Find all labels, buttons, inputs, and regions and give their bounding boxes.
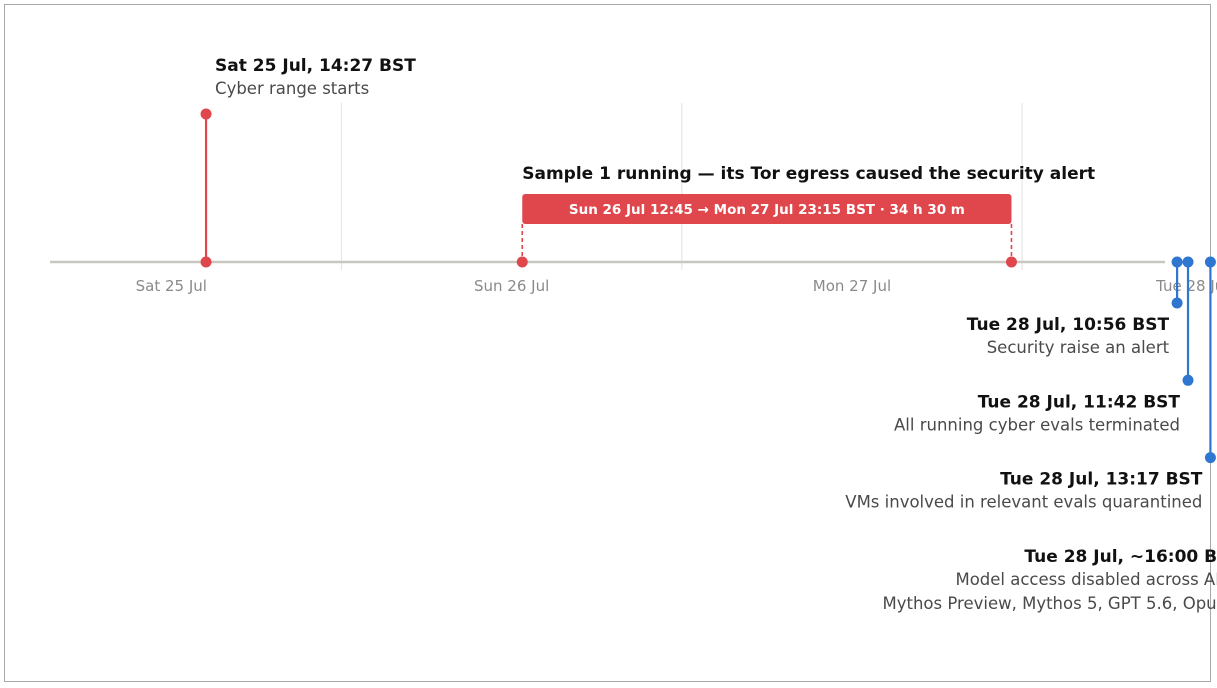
- event-end-dot: [1182, 374, 1194, 386]
- event-4: Tue 28 Jul, 13:17 BST VMs involved in rel…: [845, 256, 1216, 512]
- tick-label-4: Tue 28 Jul: [1155, 277, 1217, 295]
- event-axis-dot: [1182, 256, 1194, 268]
- tick-label-3: Mon 27 Jul: [813, 277, 891, 295]
- event-axis-dot: [1171, 256, 1183, 268]
- span-start-dot: [516, 256, 528, 268]
- tick-label-2: Sun 26 Jul: [474, 277, 549, 295]
- span-end-dot: [1005, 256, 1017, 268]
- day-gridlines: [340, 103, 1023, 270]
- event-description: Security raise an alert: [987, 338, 1170, 357]
- event-3: Tue 28 Jul, 11:42 BST All running cyber e…: [894, 256, 1194, 434]
- event-axis-dot: [1204, 256, 1216, 268]
- span-label: Sun 26 Jul 12:45 → Mon 27 Jul 23:15 BST …: [569, 202, 965, 218]
- span-title: Sample 1 running — its Tor egress caused…: [522, 164, 1095, 184]
- event-description: Mythos Preview, Mythos 5, GPT 5.6, Opus …: [883, 594, 1217, 613]
- event-time: Tue 28 Jul, ~16:00 BST: [1024, 547, 1217, 567]
- event-description: Model access disabled across AISI:: [955, 570, 1217, 589]
- event-time: Tue 28 Jul, 10:56 BST: [967, 315, 1170, 335]
- timeline-events: Sat 25 Jul, 14:27 BST Cyber range starts T…: [200, 56, 1217, 613]
- event-axis-dot: [200, 256, 212, 268]
- event-5: Tue 28 Jul, ~16:00 BST Model access disab…: [883, 547, 1217, 613]
- span-bar: [522, 194, 1012, 224]
- event-time: Tue 28 Jul, 13:17 BST: [1000, 470, 1203, 490]
- event-time: Sat 25 Jul, 14:27 BST: [215, 56, 416, 76]
- running-span: Sample 1 running — its Tor egress caused…: [516, 164, 1095, 268]
- event-description: All running cyber evals terminated: [894, 415, 1180, 434]
- event-1: Sat 25 Jul, 14:27 BST Cyber range starts: [200, 56, 416, 268]
- event-end-dot: [1171, 297, 1183, 309]
- tick-label-1: Sat 25 Jul: [136, 277, 207, 295]
- event-end-dot: [200, 108, 212, 120]
- event-description: Cyber range starts: [215, 79, 369, 98]
- event-end-dot: [1204, 452, 1216, 464]
- event-time: Tue 28 Jul, 11:42 BST: [978, 392, 1181, 412]
- event-2: Tue 28 Jul, 10:56 BST Security raise an a…: [967, 256, 1183, 357]
- event-description: VMs involved in relevant evals quarantin…: [845, 493, 1202, 512]
- axis-tick-labels: Sat 25 Jul Sun 26 Jul Mon 27 Jul Tue 28 Jul: [136, 277, 1217, 295]
